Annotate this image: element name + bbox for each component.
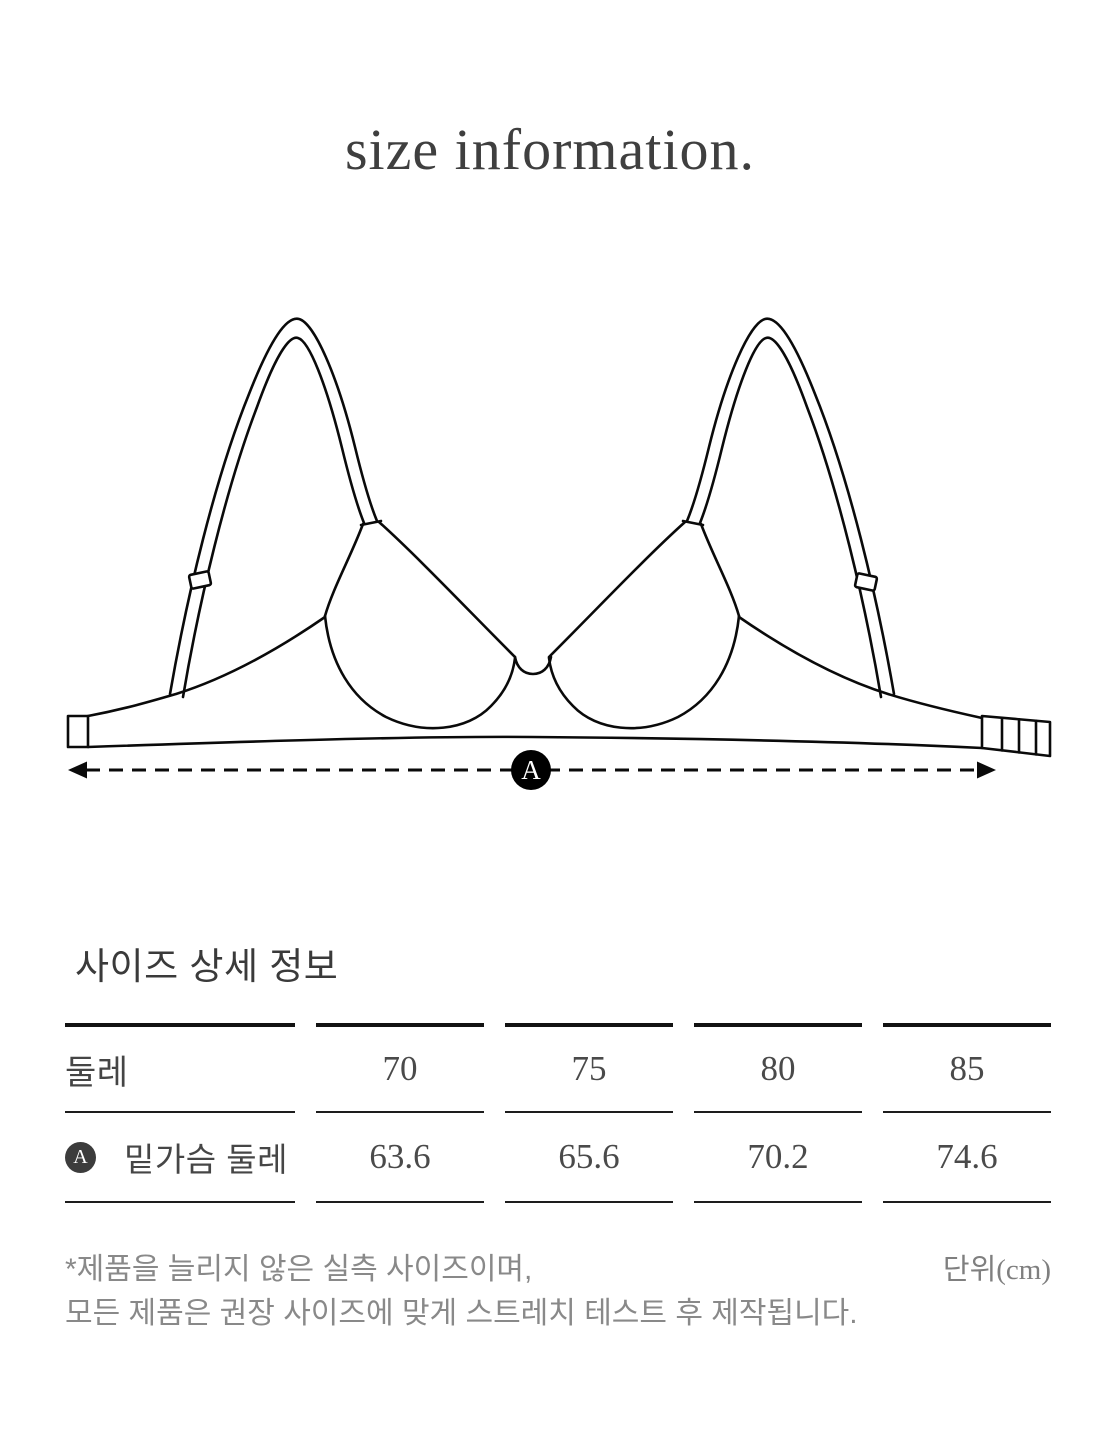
left-strap-adjuster xyxy=(187,570,213,590)
footer-line-1: *제품을 늘리지 않은 실측 사이즈이며, 단위(cm) xyxy=(65,1248,1051,1292)
right-cup-side-edge xyxy=(699,522,741,618)
footer-notes: *제품을 늘리지 않은 실측 사이즈이며, 단위(cm) 모든 제품은 권장 사… xyxy=(65,1248,1051,1336)
measure-arrow-a: A xyxy=(68,750,996,790)
left-strap-outer-line xyxy=(168,317,379,696)
table-value-cell: 63.6 xyxy=(316,1113,484,1203)
center-gore xyxy=(513,655,553,676)
size-value: 74.6 xyxy=(936,1137,998,1176)
right-cup-underwire xyxy=(547,614,741,730)
table-value-cell: 65.6 xyxy=(505,1113,673,1203)
right-wing-top-edge xyxy=(737,615,984,720)
left-cup-side-edge xyxy=(323,522,365,618)
page-title: size information. xyxy=(344,117,755,182)
table-row-label-wrap: A 밑가슴 둘레 xyxy=(65,1133,288,1181)
measure-arrowhead-right xyxy=(977,761,996,779)
size-column-header: 85 xyxy=(883,1023,1051,1113)
right-strap-cup-join xyxy=(681,519,705,527)
measure-a-badge xyxy=(511,750,551,790)
left-band-hook xyxy=(66,714,90,749)
measure-a-badge-label: A xyxy=(521,755,541,785)
right-band-eye-strip xyxy=(980,714,1052,758)
bra-illustration: A xyxy=(66,317,1052,790)
left-wing-top-edge xyxy=(86,615,327,718)
size-column-header: 80 xyxy=(694,1023,862,1113)
table-header-label-cell: 둘레 xyxy=(65,1023,295,1113)
band-bottom-edge xyxy=(86,735,984,750)
left-strap-cup-join xyxy=(359,519,383,527)
unit-label: 단위(cm) xyxy=(942,1254,1051,1286)
size-column-header-value: 80 xyxy=(760,1049,796,1088)
size-table: 둘레 70 75 80 85 A 밑가슴 둘레 63.6 65.6 70.2 xyxy=(65,1023,1051,1203)
size-column-header-value: 75 xyxy=(571,1049,607,1088)
table-row-label: 밑가슴 둘레 xyxy=(124,1141,288,1178)
left-cup-neckline xyxy=(377,520,517,659)
table-header-label: 둘레 xyxy=(65,1053,129,1092)
measurement-note-line2: 모든 제품은 권장 사이즈에 맞게 스트레치 테스트 후 제작됩니다. xyxy=(65,1297,858,1330)
size-column-header: 70 xyxy=(316,1023,484,1113)
measure-arrowhead-left xyxy=(68,761,87,779)
size-value: 70.2 xyxy=(747,1137,809,1176)
size-value: 65.6 xyxy=(558,1137,620,1176)
size-column-header-value: 85 xyxy=(949,1049,985,1088)
table-value-cell: 70.2 xyxy=(694,1113,862,1203)
section-heading: 사이즈 상세 정보 xyxy=(75,946,339,987)
size-value: 63.6 xyxy=(369,1137,431,1176)
size-column-header: 75 xyxy=(505,1023,673,1113)
right-strap-adjuster xyxy=(853,572,879,592)
size-column-header-value: 70 xyxy=(382,1049,418,1088)
left-cup-underwire xyxy=(323,614,517,730)
bra-line-art xyxy=(66,317,1052,758)
right-strap-inner-line xyxy=(698,336,883,699)
right-strap-outer-line xyxy=(685,317,896,696)
measurement-note-line1: *제품을 늘리지 않은 실측 사이즈이며, xyxy=(65,1253,533,1286)
left-strap-inner-line xyxy=(181,336,366,699)
right-cup-neckline xyxy=(547,520,687,659)
row-marker-a-badge: A xyxy=(65,1141,96,1173)
table-value-cell: 74.6 xyxy=(883,1113,1051,1203)
table-row-label-cell: A 밑가슴 둘레 xyxy=(65,1113,295,1203)
